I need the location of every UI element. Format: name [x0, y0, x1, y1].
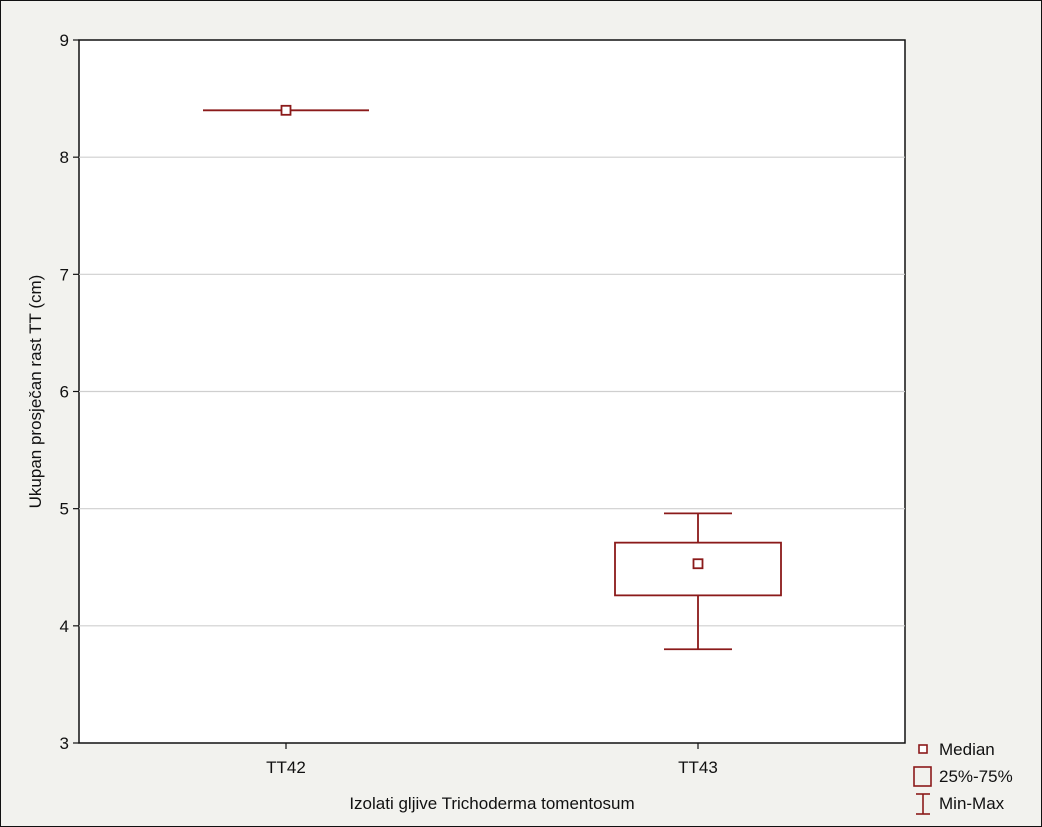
- legend-item-median: Median: [918, 740, 995, 759]
- median-marker: [280, 104, 292, 116]
- legend-label: Min-Max: [939, 794, 1005, 813]
- box-series: [203, 104, 782, 651]
- y-tick-label: 5: [60, 500, 69, 519]
- y-tick-label: 3: [60, 734, 69, 753]
- y-tick-label: 7: [60, 265, 69, 284]
- x-axis-title: Izolati gljive Trichoderma tomentosum: [349, 794, 634, 813]
- legend-item-box: 25%-75%: [913, 766, 1013, 787]
- y-tick-label: 4: [60, 617, 69, 636]
- legend: Median 25%-75% Min-Max: [913, 740, 1013, 815]
- legend-median-icon: [918, 744, 928, 754]
- legend-label: Median: [939, 740, 995, 759]
- legend-box-icon: [913, 766, 932, 787]
- box-tt42: [203, 104, 369, 116]
- grid-lines: [79, 156, 905, 627]
- x-axis-ticks: TT42 TT43: [266, 743, 718, 777]
- y-tick-label: 8: [60, 148, 69, 167]
- y-axis-ticks: 3 4 5 6 7 8 9: [60, 31, 79, 753]
- median-marker: [692, 558, 704, 570]
- box-iqr: [614, 541, 782, 597]
- legend-item-whisker: Min-Max: [916, 793, 1005, 815]
- x-tick-label: TT42: [266, 758, 306, 777]
- legend-label: 25%-75%: [939, 767, 1013, 786]
- x-tick-label: TT43: [678, 758, 718, 777]
- y-tick-label: 9: [60, 31, 69, 50]
- box-tt43: [614, 512, 782, 651]
- y-tick-label: 6: [60, 383, 69, 402]
- y-axis-title: Ukupan prosječan rast TT (cm): [26, 275, 45, 509]
